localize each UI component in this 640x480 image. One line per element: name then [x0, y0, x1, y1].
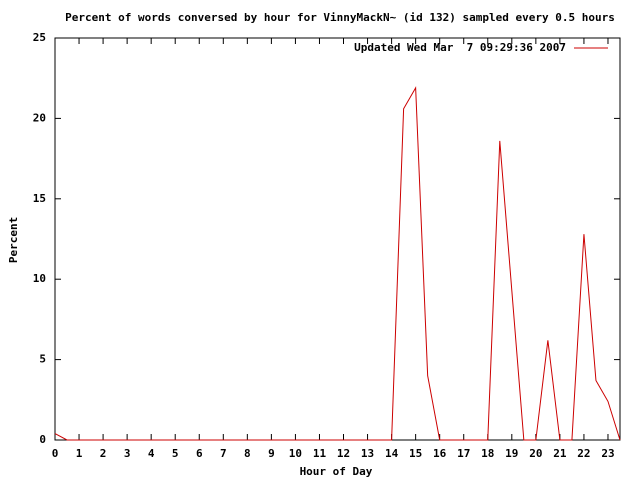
x-tick-label: 13 [361, 447, 374, 460]
chart-title: Percent of words conversed by hour for V… [65, 11, 615, 24]
x-tick-label: 4 [148, 447, 155, 460]
x-tick-label: 10 [289, 447, 302, 460]
y-tick-label: 0 [39, 433, 46, 446]
x-tick-label: 15 [409, 447, 422, 460]
x-tick-label: 1 [76, 447, 83, 460]
y-axis-label: Percent [7, 217, 20, 263]
x-tick-label: 9 [268, 447, 275, 460]
x-tick-label: 23 [601, 447, 614, 460]
y-tick-label: 25 [33, 31, 46, 44]
legend-label: Updated Wed Mar 7 09:29:36 2007 [354, 41, 566, 54]
x-tick-label: 14 [385, 447, 399, 460]
x-tick-label: 19 [505, 447, 518, 460]
x-tick-label: 16 [433, 447, 447, 460]
x-tick-label: 7 [220, 447, 227, 460]
x-tick-label: 8 [244, 447, 251, 460]
x-tick-label: 3 [124, 447, 131, 460]
x-tick-label: 20 [529, 447, 542, 460]
x-tick-label: 0 [52, 447, 59, 460]
x-tick-label: 2 [100, 447, 107, 460]
x-tick-label: 12 [337, 447, 350, 460]
x-tick-label: 21 [553, 447, 567, 460]
y-tick-label: 5 [39, 353, 46, 366]
line-series [54, 86, 621, 441]
y-tick-label: 10 [33, 272, 46, 285]
x-tick-label: 22 [577, 447, 590, 460]
x-tick-label: 17 [457, 447, 470, 460]
x-tick-label: 18 [481, 447, 494, 460]
y-tick-label: 15 [33, 192, 46, 205]
y-tick-label: 20 [33, 111, 46, 124]
x-tick-label: 11 [313, 447, 327, 460]
x-tick-label: 5 [172, 447, 179, 460]
x-axis-label: Hour of Day [300, 465, 373, 478]
x-tick-label: 6 [196, 447, 203, 460]
